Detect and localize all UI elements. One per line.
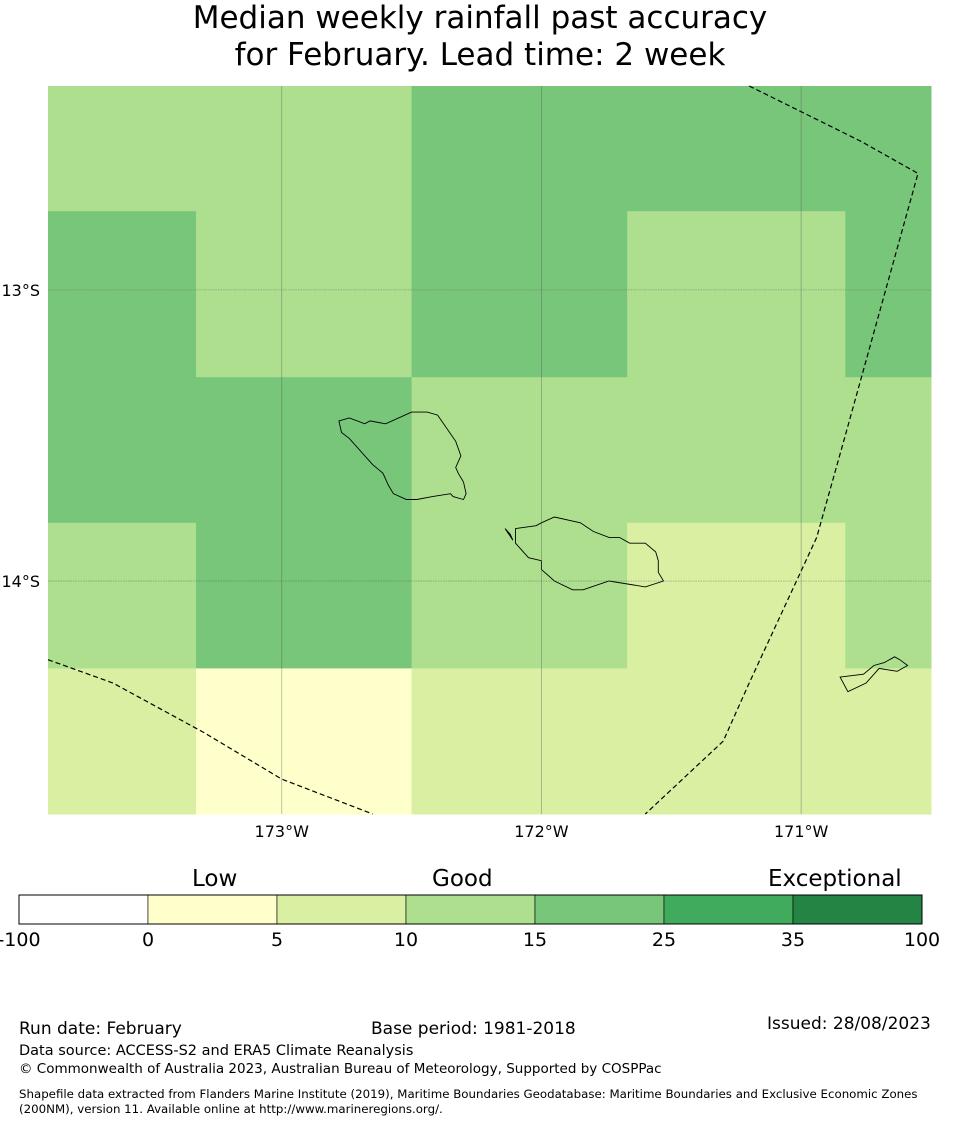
lon-tick-label: 173°W xyxy=(255,822,310,841)
colorbar-tick-label: 100 xyxy=(904,929,940,951)
grid-cell xyxy=(48,522,197,669)
grid-cell xyxy=(48,211,197,378)
land-layer xyxy=(338,411,909,693)
island-tutuila xyxy=(839,656,909,693)
copyright: © Commonwealth of Australia 2023, Austra… xyxy=(19,1061,662,1077)
title-line-1: Median weekly rainfall past accuracy xyxy=(192,0,768,36)
grid-cell xyxy=(845,522,932,669)
colorbar-tick-label: 35 xyxy=(781,929,805,951)
title-line-2: for February. Lead time: 2 week xyxy=(234,37,726,73)
grid-cell xyxy=(411,86,628,212)
category-exceptional-label: Exceptional xyxy=(768,866,902,892)
maritime-boundaries xyxy=(47,85,919,815)
grid-cell xyxy=(48,668,197,815)
colorbar-bin xyxy=(534,894,665,925)
lon-tick-label: 171°W xyxy=(774,822,829,841)
lon-tick-label: 172°W xyxy=(514,822,569,841)
colorbar-bin xyxy=(405,894,536,925)
grid-cell xyxy=(411,668,628,815)
skill-grid xyxy=(48,86,932,815)
issued-date: Issued: 28/08/2023 xyxy=(767,1014,931,1034)
colorbar: -1000510152535100Linear error in probabi… xyxy=(0,894,940,951)
colorbar-tick-label: 25 xyxy=(652,929,676,951)
colorbar-tick-label: -100 xyxy=(0,929,41,951)
grid-cell xyxy=(627,377,846,524)
category-good-label: Good xyxy=(432,866,493,892)
shapefile-credit-line-1: Shapefile data extracted from Flanders M… xyxy=(19,1087,918,1101)
graticule xyxy=(48,86,931,814)
eez-boundary-line xyxy=(47,659,373,815)
colorbar-bin xyxy=(792,894,923,925)
grid-cell xyxy=(48,377,197,524)
colorbar-bin xyxy=(18,894,149,925)
colorbar-frame xyxy=(18,894,923,925)
island-manono xyxy=(504,528,514,541)
colorbar-bin xyxy=(663,894,794,925)
grid-cell xyxy=(627,668,846,815)
grid-cell xyxy=(411,377,628,524)
grid-cell xyxy=(411,522,628,669)
colorbar-tick-label: 5 xyxy=(271,929,283,951)
island-savaii xyxy=(338,411,467,501)
category-low-label: Low xyxy=(192,866,238,892)
grid-cell xyxy=(48,86,197,212)
grid-cell xyxy=(196,211,413,378)
grid-cell xyxy=(627,522,846,669)
axis-tick-labels: 173°W 172°W 171°W 13°S 14°S xyxy=(1,281,828,841)
island-upolu xyxy=(515,516,665,591)
base-period: Base period: 1981-2018 xyxy=(371,1019,576,1039)
grid-cell xyxy=(845,668,932,815)
grid-cell xyxy=(196,668,413,815)
lat-tick-label: 13°S xyxy=(1,281,40,300)
run-date: Run date: February xyxy=(19,1019,182,1039)
grid-cell xyxy=(627,211,846,378)
grid-cell xyxy=(196,86,413,212)
grid-cell xyxy=(627,86,846,212)
grid-cell xyxy=(845,86,932,212)
data-source: Data source: ACCESS-S2 and ERA5 Climate … xyxy=(19,1043,414,1059)
grid-cell xyxy=(196,377,413,524)
colorbar-tick-label: 10 xyxy=(394,929,418,951)
colorbar-tick-label: 0 xyxy=(142,929,154,951)
colorbar-bin xyxy=(276,894,407,925)
eez-boundary-line xyxy=(644,85,919,815)
map-and-colorbar: 173°W 172°W 171°W 13°S 14°S -100 0 5 10 15 25 35 10… xyxy=(0,85,940,951)
colorbar-bin xyxy=(147,894,278,925)
grid-cell xyxy=(411,211,628,378)
shapefile-credit-line-2: (200NM), version 11. Available online at… xyxy=(19,1102,443,1116)
colorbar-tick-label: 15 xyxy=(523,929,547,951)
grid-cell xyxy=(845,211,932,378)
grid-cell xyxy=(845,377,932,524)
lat-tick-label: 14°S xyxy=(1,572,40,591)
grid-cell xyxy=(196,522,413,669)
